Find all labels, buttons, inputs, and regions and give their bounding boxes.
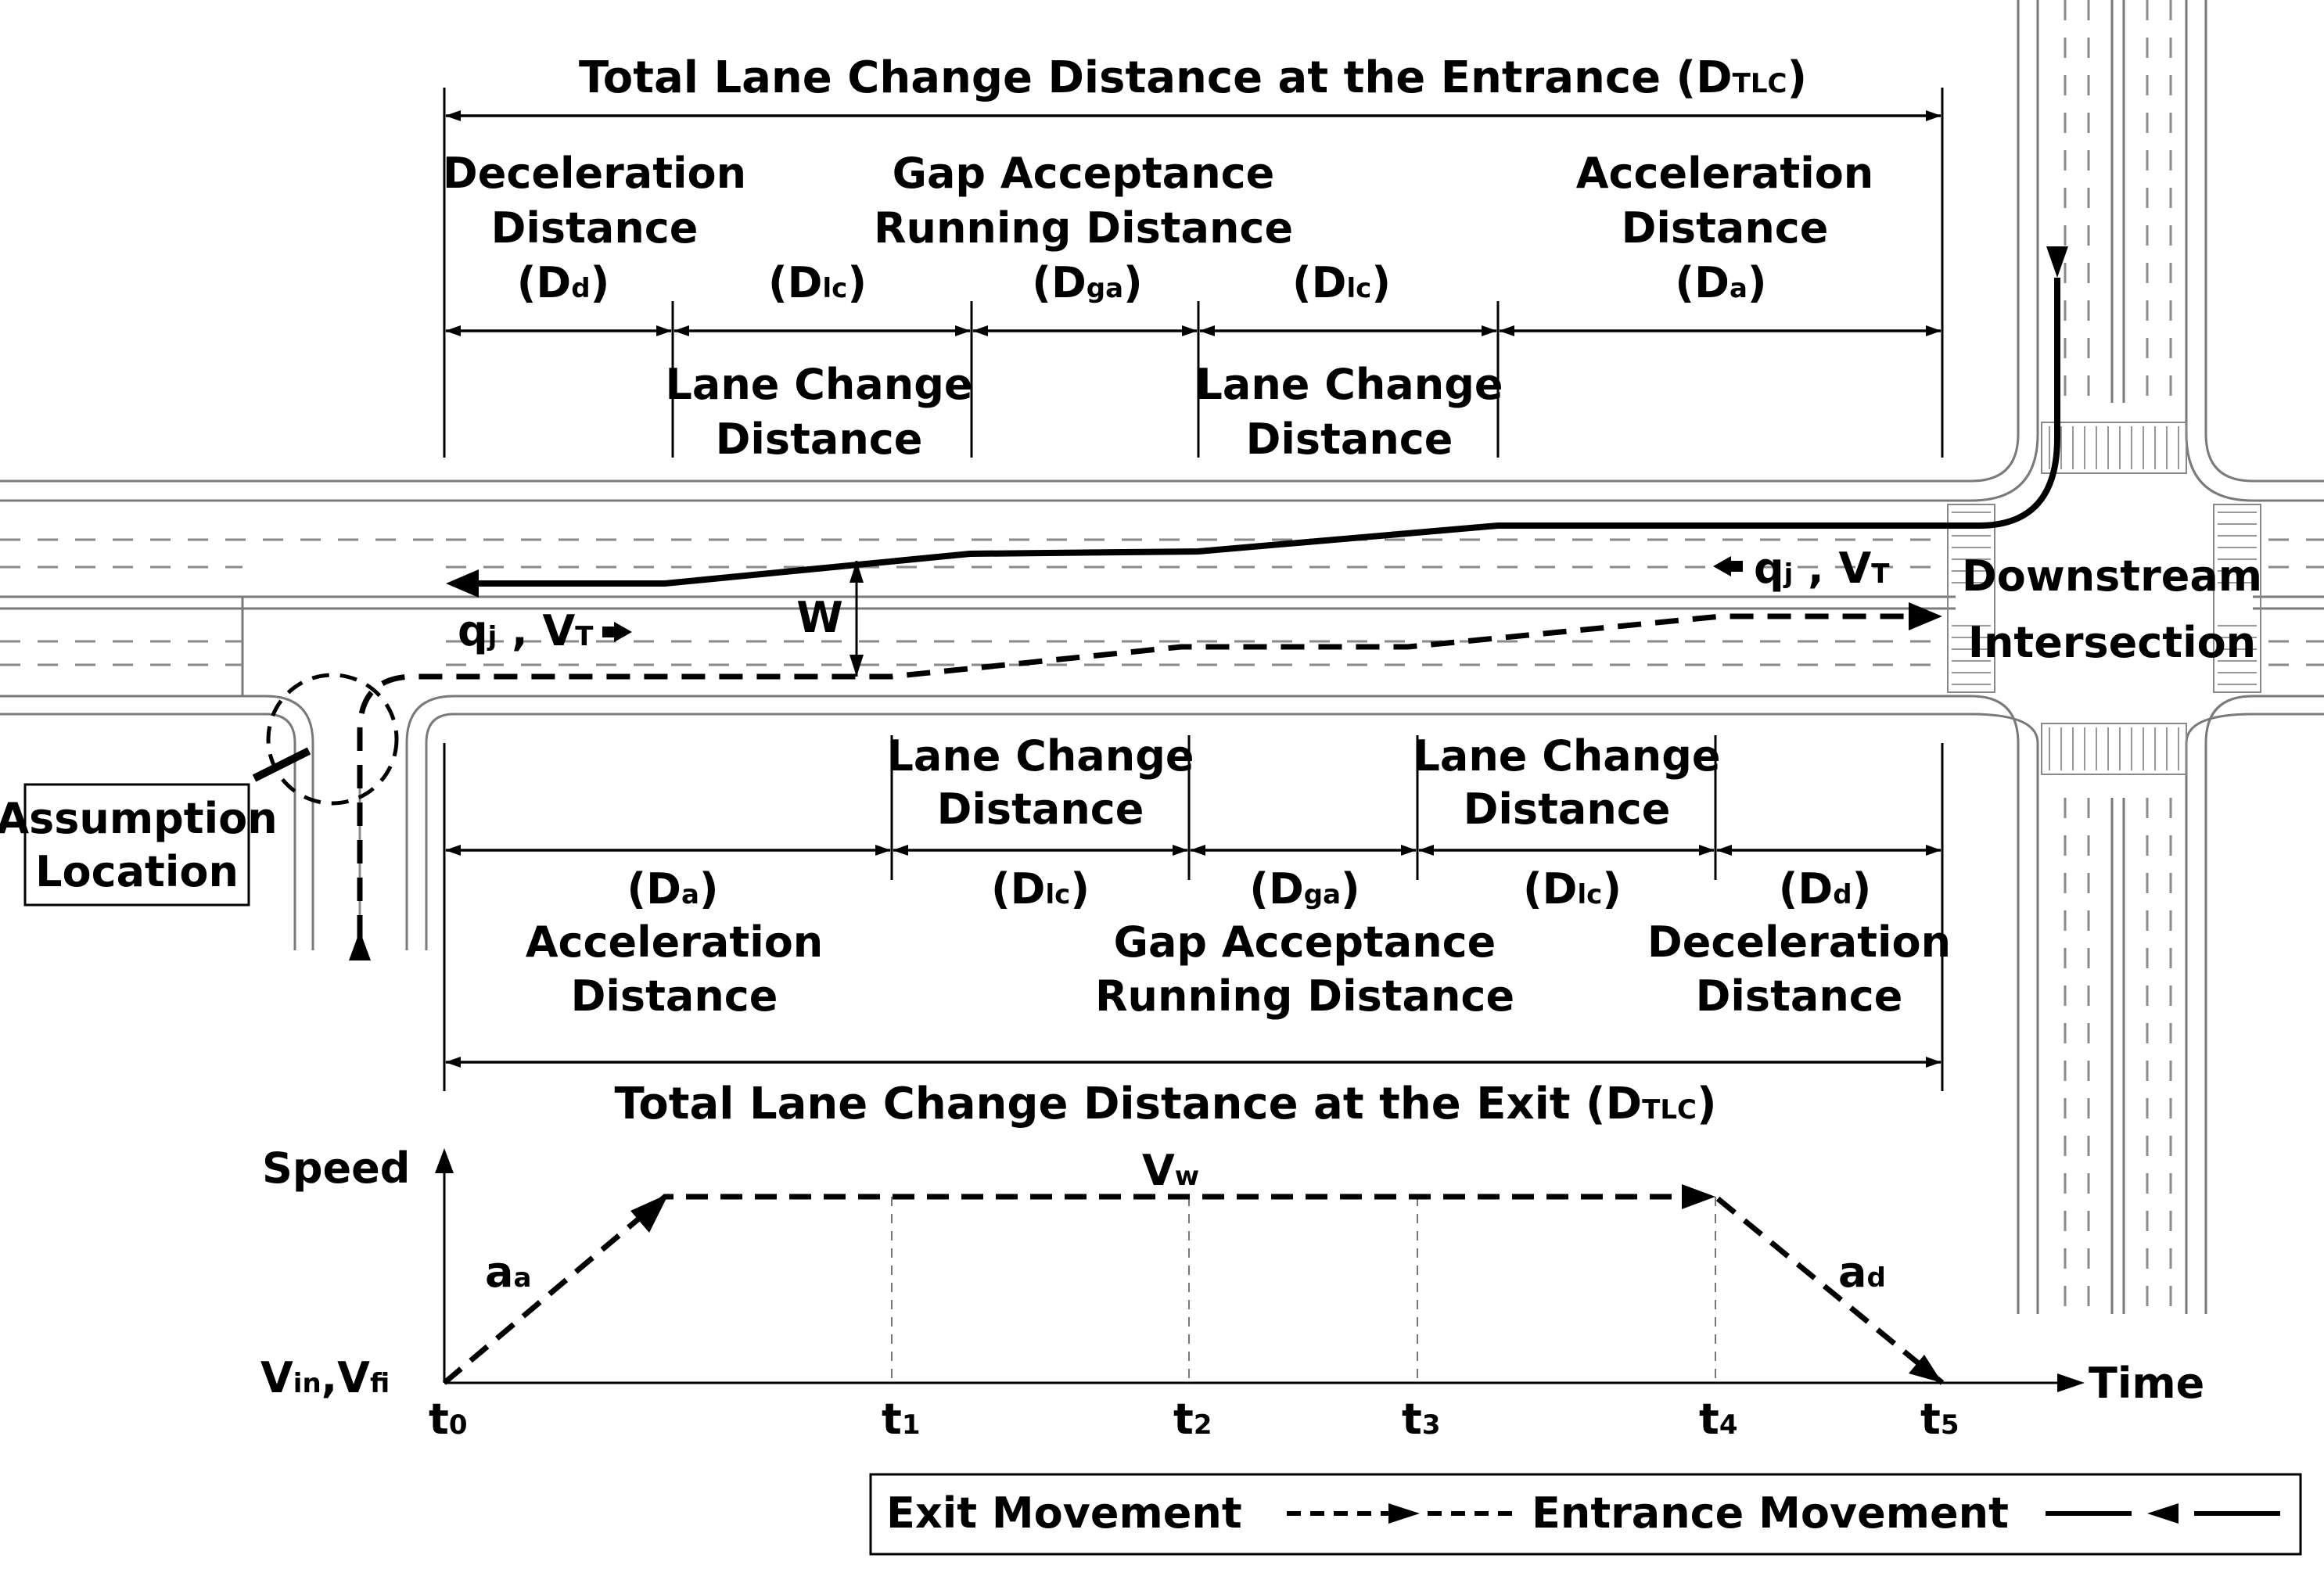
exit-lc1-line2: Distance (937, 784, 1144, 834)
accel-rate-label: aa (485, 1248, 531, 1297)
legend: Exit Movement Entrance Movement (869, 1473, 2302, 1556)
time-tick-t5: t5 (1920, 1395, 1959, 1444)
exit-gap-line2: Running Distance (1095, 971, 1514, 1021)
speed-axis-label: Speed (262, 1144, 410, 1193)
exit-path-start-arrow (349, 931, 371, 960)
assumption-location: Assumption Location (0, 673, 399, 907)
svg-text:qj , VT: qj , VT (458, 606, 594, 655)
time-tick-t0: t0 (429, 1395, 468, 1444)
exit-path-end-arrow (1909, 602, 1942, 630)
exit-gap-symbol: (Dga) (1249, 864, 1360, 914)
exit-lc2-line2: Distance (1464, 784, 1671, 834)
exit-accel-line2: Distance (571, 971, 778, 1021)
entrance-accel-line2: Distance (1622, 203, 1829, 253)
vehicle-paths (349, 246, 2068, 960)
entrance-dimensions: Total Lane Change Distance at the Entran… (443, 52, 1944, 464)
entrance-gap-line1: Gap Acceptance (893, 149, 1275, 198)
entrance-path (469, 293, 2060, 587)
exit-lc2-symbol: (Dlc) (1523, 864, 1622, 914)
flow-left-arrow (1713, 556, 1743, 576)
time-tick-t4: t4 (1699, 1395, 1738, 1444)
intersection-label-line2: Intersection (1968, 618, 2256, 667)
entrance-path-start-arrow (446, 569, 479, 598)
entrance-accel-symbol: (Da) (1675, 258, 1766, 307)
entrance-decel-line2: Distance (491, 203, 699, 253)
entrance-lc2-line2: Distance (1246, 415, 1453, 464)
entrance-accel-line1: Acceleration (1576, 149, 1874, 198)
exit-decel-symbol: (Dd) (1779, 864, 1872, 914)
start-speed-label: Vin,Vfi (260, 1353, 390, 1402)
entrance-lc2-line1: Lane Change (1196, 360, 1503, 409)
flow-left-label: qj , VT (1713, 544, 1890, 593)
cruise-speed-label: Vw (1142, 1146, 1199, 1195)
entrance-path-top-arrow (2046, 246, 2068, 278)
entrance-lc1-line2: Distance (716, 415, 923, 464)
speed-profile: Speed Time Vw aa ad Vin,Vfi t0 t1 t2 t3 … (260, 1144, 2204, 1444)
entrance-lc2-symbol: (Dlc) (1292, 258, 1391, 307)
weave-width-marker: W (796, 561, 864, 677)
time-axis-label: Time (2089, 1359, 2204, 1408)
time-tick-t2: t2 (1173, 1395, 1212, 1444)
exit-total-title: Total Lane Change Distance at the Exit (… (614, 1079, 1716, 1129)
exit-dimensions: (Da) Acceleration Distance Lane Change D… (443, 731, 1951, 1129)
decel-rate-label: ad (1838, 1248, 1886, 1297)
speed-profile-line (442, 1194, 1945, 1385)
entrance-decel-symbol: (Dd) (517, 258, 610, 307)
exit-accel-symbol: (Da) (627, 864, 718, 914)
entrance-lc1-line1: Lane Change (666, 360, 973, 409)
exit-lc2-line1: Lane Change (1413, 731, 1721, 781)
time-tick-t3: t3 (1402, 1395, 1441, 1444)
flow-right-label: qj , VT (458, 606, 632, 655)
legend-entrance-label: Entrance Movement (1532, 1488, 2009, 1538)
entrance-gap-line2: Running Distance (874, 203, 1293, 253)
intersection-label-line1: Downstream (1962, 551, 2262, 601)
exit-lc1-line1: Lane Change (887, 731, 1194, 781)
exit-lc1-symbol: (Dlc) (991, 864, 1090, 914)
exit-decel-line1: Deceleration (1647, 917, 1951, 967)
weave-width-label: W (796, 593, 843, 642)
entrance-total-title: Total Lane Change Distance at the Entran… (579, 52, 1807, 103)
exit-accel-line1: Acceleration (526, 917, 824, 967)
entrance-decel-line1: Deceleration (443, 149, 746, 198)
assumption-label-line2: Location (35, 847, 239, 896)
legend-exit-label: Exit Movement (886, 1488, 1242, 1538)
svg-text:qj , VT: qj , VT (1754, 544, 1890, 593)
exit-path (357, 613, 1909, 939)
entrance-gap-symbol: (Dga) (1032, 258, 1142, 307)
time-tick-t1: t1 (882, 1395, 921, 1444)
road-network (0, 0, 2324, 1314)
exit-decel-line2: Distance (1696, 971, 1903, 1021)
flow-right-arrow (602, 622, 632, 642)
assumption-label-line1: Assumption (0, 794, 278, 843)
exit-gap-line1: Gap Acceptance (1114, 917, 1496, 967)
entrance-lc1-symbol: (Dlc) (768, 258, 867, 307)
